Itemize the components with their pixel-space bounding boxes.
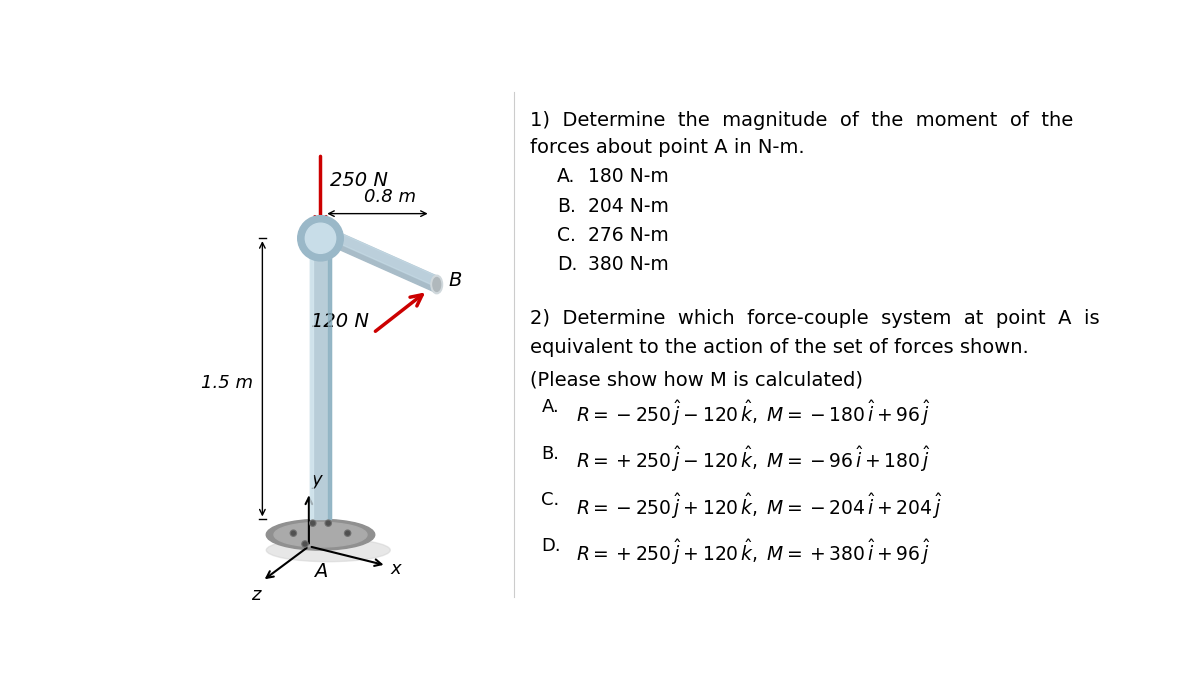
Text: y: y <box>311 471 322 488</box>
Circle shape <box>302 541 308 547</box>
Polygon shape <box>324 227 439 287</box>
Text: x: x <box>390 560 401 579</box>
Text: (Please show how M is calculated): (Please show how M is calculated) <box>529 371 863 390</box>
Text: A.: A. <box>541 398 559 417</box>
Bar <box>310 238 331 519</box>
Polygon shape <box>322 227 439 292</box>
Text: z: z <box>252 586 260 604</box>
Circle shape <box>311 521 314 525</box>
Bar <box>310 238 313 519</box>
Circle shape <box>290 530 296 536</box>
Text: $R = +250\,\hat{j} - 120\,\hat{k},\; M = -96\,\hat{i} + 180\,\hat{j}$: $R = +250\,\hat{j} - 120\,\hat{k},\; M =… <box>576 445 931 475</box>
Text: C.: C. <box>557 226 576 245</box>
Text: forces about point A in N-m.: forces about point A in N-m. <box>529 138 804 157</box>
Circle shape <box>326 521 330 525</box>
Text: 1)  Determine  the  magnitude  of  the  moment  of  the: 1) Determine the magnitude of the moment… <box>529 111 1073 130</box>
Text: D.: D. <box>541 537 562 555</box>
Text: B: B <box>449 271 462 290</box>
Circle shape <box>305 223 336 253</box>
Circle shape <box>344 530 350 536</box>
Circle shape <box>292 531 295 535</box>
Text: 380 N-m: 380 N-m <box>588 255 668 274</box>
Text: equivalent to the action of the set of forces shown.: equivalent to the action of the set of f… <box>529 338 1028 357</box>
Ellipse shape <box>433 277 440 292</box>
Text: D.: D. <box>557 255 577 274</box>
Text: 250 N: 250 N <box>330 171 388 190</box>
Text: C.: C. <box>541 491 559 509</box>
Circle shape <box>304 542 307 546</box>
Bar <box>328 238 331 519</box>
Text: $R = -250\,\hat{j} - 120\,\hat{k},\; M = -180\,\hat{i} + 96\,\hat{j}$: $R = -250\,\hat{j} - 120\,\hat{k},\; M =… <box>576 398 931 428</box>
Text: A.: A. <box>557 167 575 186</box>
Bar <box>306 231 335 246</box>
Ellipse shape <box>266 519 374 550</box>
Text: $R = +250\,\hat{j} + 120\,\hat{k},\; M = +380\,\hat{i} + 96\,\hat{j}$: $R = +250\,\hat{j} + 120\,\hat{k},\; M =… <box>576 537 931 567</box>
Text: 0.8 m: 0.8 m <box>365 188 416 206</box>
Ellipse shape <box>266 539 390 561</box>
Text: 180 N-m: 180 N-m <box>588 167 668 186</box>
Text: B.: B. <box>541 445 559 462</box>
Text: A: A <box>314 561 328 581</box>
Circle shape <box>346 531 349 535</box>
Ellipse shape <box>274 522 367 547</box>
Text: 276 N-m: 276 N-m <box>588 226 668 245</box>
Text: $R = -250\,\hat{j} + 120\,\hat{k},\; M = -204\,\hat{i} + 204\,\hat{j}$: $R = -250\,\hat{j} + 120\,\hat{k},\; M =… <box>576 491 943 520</box>
Circle shape <box>325 520 331 526</box>
Text: 120 N: 120 N <box>311 312 370 331</box>
Circle shape <box>298 216 343 261</box>
Text: 1.5 m: 1.5 m <box>202 374 253 391</box>
Ellipse shape <box>431 275 443 294</box>
Text: 204 N-m: 204 N-m <box>588 197 668 216</box>
Circle shape <box>310 520 316 526</box>
Text: B.: B. <box>557 197 576 216</box>
Text: 2)  Determine  which  force-couple  system  at  point  A  is: 2) Determine which force-couple system a… <box>529 309 1099 328</box>
